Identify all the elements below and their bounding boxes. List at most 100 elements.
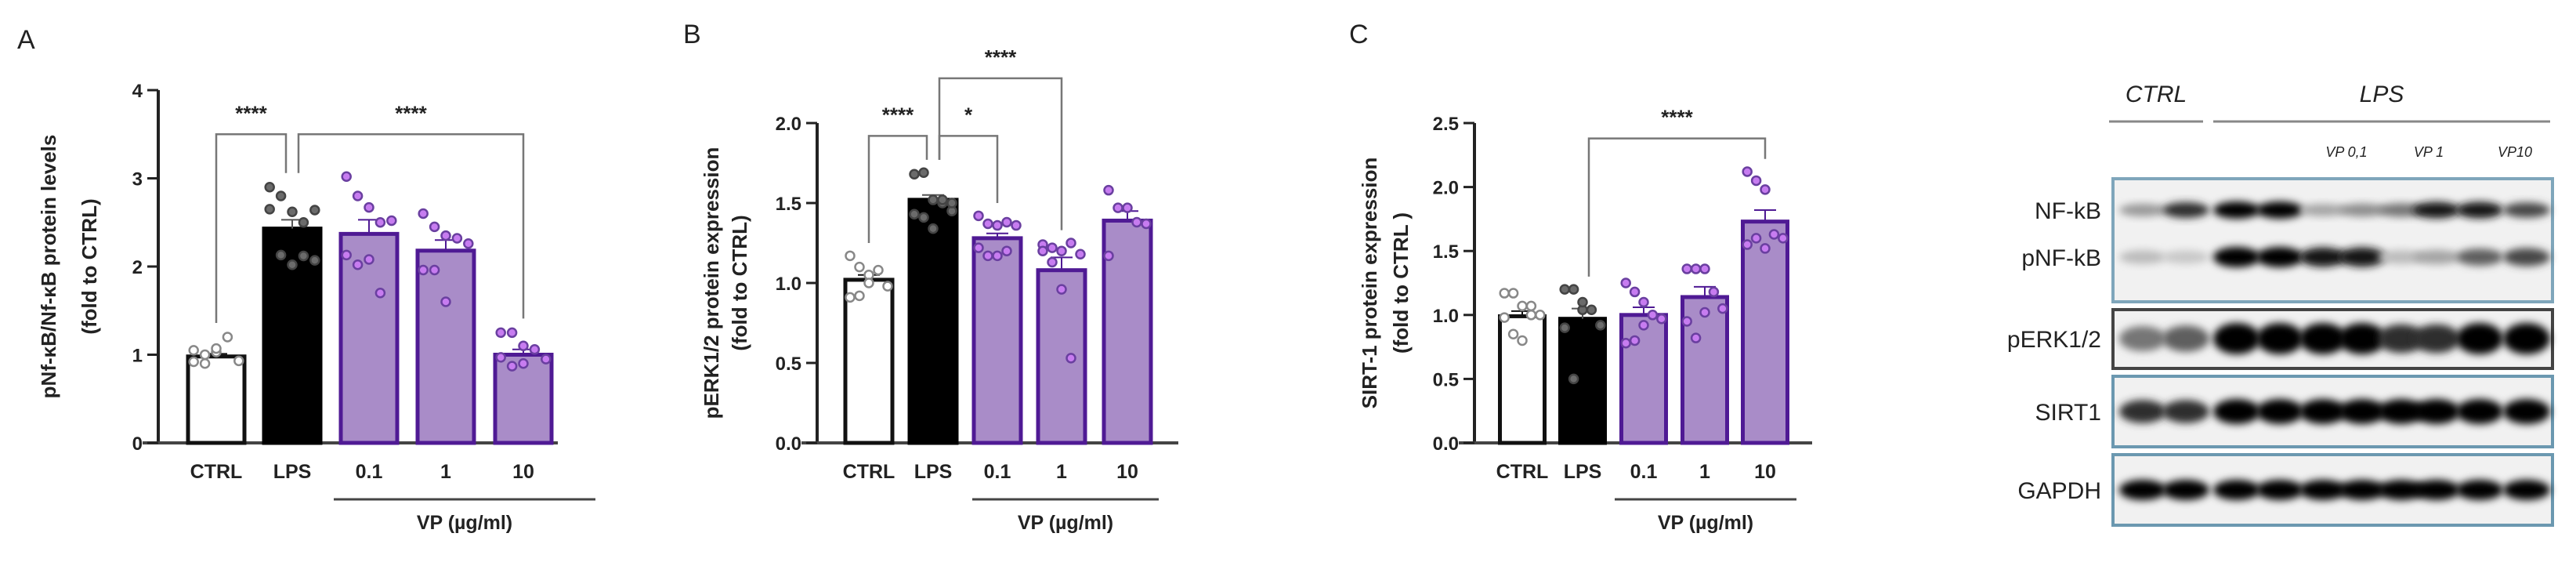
blot-band <box>2339 247 2386 267</box>
data-point <box>222 332 233 343</box>
data-point <box>1525 300 1537 312</box>
data-point <box>1681 263 1692 274</box>
data-point <box>529 344 541 355</box>
data-point <box>1065 238 1076 248</box>
blot-band <box>2162 250 2209 264</box>
data-point <box>352 259 364 270</box>
data-point <box>1708 286 1720 298</box>
data-point <box>1699 307 1710 318</box>
data-point <box>1647 310 1659 321</box>
blot-lane-label: VP 1 <box>2414 144 2444 160</box>
data-point <box>1681 316 1692 327</box>
bar-LPS <box>1558 317 1607 445</box>
data-point <box>909 169 920 180</box>
panel-label: B <box>683 20 701 49</box>
data-point <box>233 355 244 367</box>
data-point <box>1568 373 1579 385</box>
data-point <box>1056 245 1067 256</box>
data-point <box>429 264 440 276</box>
data-point <box>298 217 309 228</box>
data-point <box>440 296 451 307</box>
significance-bracket <box>297 133 525 319</box>
data-point <box>1141 218 1152 230</box>
significance-label: **** <box>395 101 427 125</box>
data-point <box>374 288 386 299</box>
y-tick-label: 0 <box>132 433 143 455</box>
blot-band <box>2378 399 2425 424</box>
blot-band <box>2413 324 2460 354</box>
x-tick-label: 10 <box>512 461 534 483</box>
blot-band <box>2119 250 2166 264</box>
data-point <box>1750 233 1762 244</box>
y-tick-label: 0.0 <box>1433 433 1459 455</box>
blot-band <box>2456 323 2503 354</box>
data-point <box>275 190 287 201</box>
data-point <box>854 261 865 273</box>
blot-band <box>2213 323 2260 354</box>
bar-1 <box>415 248 476 445</box>
group-label: VP (µg/ml) <box>417 512 512 534</box>
data-point <box>992 250 1003 262</box>
y-tick-label: 1.0 <box>1433 306 1459 327</box>
bar-0.1 <box>971 236 1023 445</box>
blot-band <box>2119 400 2166 423</box>
data-point <box>1656 313 1667 325</box>
blot-band <box>2456 248 2503 266</box>
data-point <box>1620 337 1631 349</box>
data-point <box>264 182 275 193</box>
bar-CTRL <box>186 354 247 445</box>
data-point <box>973 210 984 222</box>
data-point <box>298 250 309 262</box>
blot-band <box>2256 323 2303 354</box>
data-point <box>352 190 364 201</box>
data-point <box>873 264 884 276</box>
data-point <box>1568 284 1579 295</box>
data-point <box>1559 322 1570 333</box>
data-point <box>1103 250 1114 262</box>
data-point <box>1760 184 1771 195</box>
data-point <box>541 354 552 365</box>
blot-band <box>2256 399 2303 424</box>
data-point <box>518 358 529 369</box>
y-tick-label: 1.0 <box>776 274 801 295</box>
blot-band <box>2299 323 2346 354</box>
data-point <box>199 358 211 369</box>
data-point <box>309 205 320 216</box>
x-tick-label: CTRL <box>1496 461 1549 483</box>
data-point <box>451 233 463 244</box>
data-point <box>845 250 856 262</box>
group-label: VP (µg/ml) <box>1018 512 1113 534</box>
bar-0.1 <box>1619 313 1668 445</box>
y-axis-label: (fold to CTRL) <box>728 215 751 350</box>
data-point <box>937 194 948 205</box>
blot-lane-label: VP10 <box>2498 144 2532 160</box>
data-point <box>1690 263 1702 274</box>
significance-bracket <box>867 135 928 243</box>
y-tick-label: 1.5 <box>1433 241 1459 263</box>
blot-band <box>2256 247 2303 267</box>
blot-band <box>2162 325 2209 352</box>
data-point <box>364 254 374 265</box>
blot-row-label: SIRT1 <box>2035 400 2101 426</box>
data-point <box>845 292 856 303</box>
blot-band <box>2339 399 2386 424</box>
x-tick-label: 1 <box>440 461 451 483</box>
blot-band <box>2119 203 2166 217</box>
data-point <box>1517 335 1528 346</box>
data-point <box>1629 286 1641 298</box>
data-point <box>1525 310 1537 321</box>
data-point <box>854 290 865 302</box>
blot-band <box>2256 201 2303 219</box>
blot-band <box>2162 400 2209 423</box>
blot-band <box>2256 480 2303 500</box>
data-point <box>1742 239 1753 250</box>
data-point <box>1056 284 1067 295</box>
blot-row-label: NF-kB <box>2035 198 2101 224</box>
bar-CTRL <box>1498 314 1547 445</box>
x-tick-label: CTRL <box>843 461 895 483</box>
data-point <box>909 209 920 220</box>
data-point <box>199 349 211 361</box>
data-point <box>1629 335 1641 346</box>
data-point <box>364 201 374 213</box>
